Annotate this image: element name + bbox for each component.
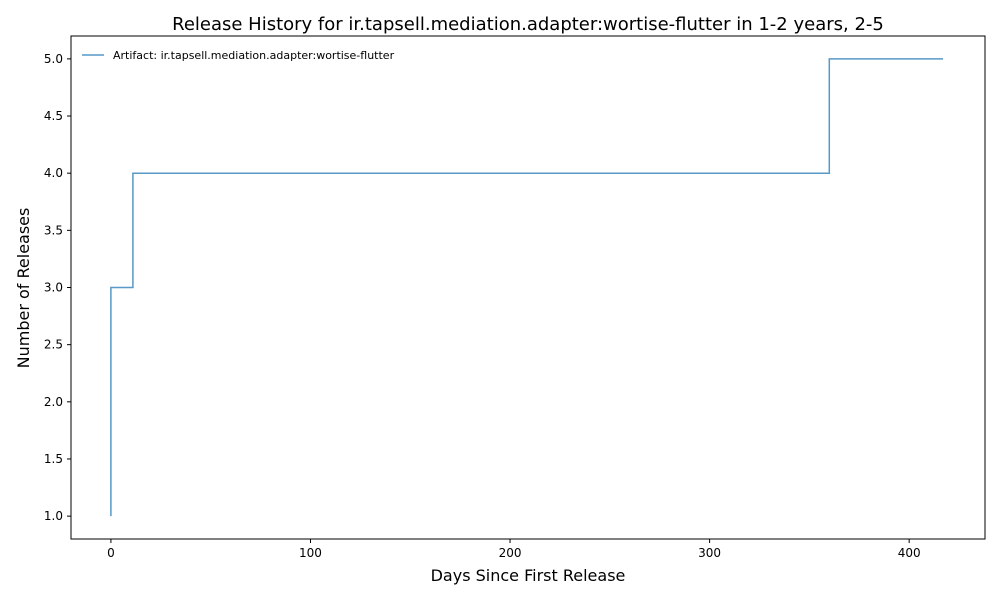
x-axis-ticks: 0 100 200 300 400 bbox=[107, 539, 921, 560]
x-tick-label: 300 bbox=[698, 546, 721, 560]
y-tick-label: 2.0 bbox=[44, 395, 63, 409]
y-tick-label: 4.5 bbox=[44, 109, 63, 123]
y-tick-label: 2.5 bbox=[44, 338, 63, 352]
chart-title: Release History for ir.tapsell.mediation… bbox=[172, 14, 884, 35]
series-line bbox=[110, 58, 944, 517]
y-tick-label: 3.0 bbox=[44, 281, 63, 295]
y-tick-label: 1.5 bbox=[44, 452, 63, 466]
x-tick-label: 100 bbox=[299, 546, 322, 560]
y-tick-label: 3.5 bbox=[44, 223, 63, 237]
series-layer bbox=[110, 58, 944, 517]
y-tick-label: 5.0 bbox=[44, 52, 63, 66]
x-axis-label: Days Since First Release bbox=[431, 566, 626, 585]
legend: Artifact: ir.tapsell.mediation.adapter:w… bbox=[82, 49, 395, 62]
x-tick-label: 200 bbox=[499, 546, 522, 560]
x-tick-label: 400 bbox=[898, 546, 921, 560]
y-axis-ticks: 1.0 1.5 2.0 2.5 3.0 3.5 4.0 4.5 5.0 bbox=[44, 52, 71, 523]
x-tick-label: 0 bbox=[107, 546, 115, 560]
y-tick-label: 1.0 bbox=[44, 509, 63, 523]
y-axis-label: Number of Releases bbox=[14, 208, 33, 369]
y-tick-label: 4.0 bbox=[44, 166, 63, 180]
plot-frame bbox=[70, 35, 986, 540]
legend-label: Artifact: ir.tapsell.mediation.adapter:w… bbox=[113, 49, 395, 62]
